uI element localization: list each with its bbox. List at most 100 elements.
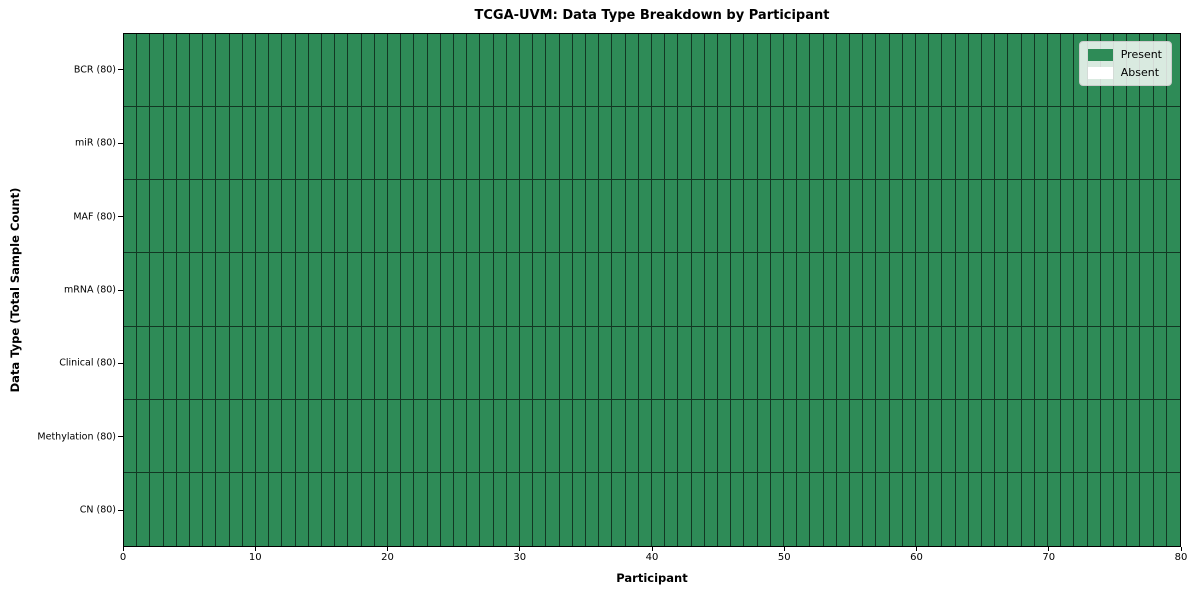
heatmap-cell — [1021, 34, 1035, 108]
heatmap-cell — [770, 399, 784, 473]
heatmap-cell — [229, 107, 243, 181]
heatmap-cell — [308, 253, 322, 327]
heatmap-cell — [717, 326, 732, 400]
heatmap-cell — [546, 107, 560, 181]
heatmap-cell — [387, 180, 402, 254]
heatmap-cell — [189, 180, 204, 254]
heatmap-cell — [137, 34, 151, 108]
heatmap-cell — [863, 253, 877, 327]
heatmap-cell — [731, 253, 745, 327]
heatmap-cell — [665, 326, 679, 400]
heatmap-cell — [1087, 472, 1101, 546]
heatmap-cell — [427, 326, 441, 400]
heatmap-cell — [810, 399, 824, 473]
heatmap-cell — [150, 472, 164, 546]
heatmap-cell — [704, 253, 718, 327]
heatmap-cell — [176, 472, 190, 546]
heatmap-cell — [876, 472, 890, 546]
heatmap-cell — [849, 253, 864, 327]
heatmap-cell — [176, 326, 190, 400]
heatmap-cell — [1021, 180, 1035, 254]
heatmap-cell — [942, 326, 956, 400]
heatmap-cell — [282, 253, 296, 327]
heatmap-cell — [295, 253, 309, 327]
heatmap-cell — [546, 253, 560, 327]
heatmap-cell — [269, 34, 283, 108]
heatmap-cell — [915, 399, 930, 473]
heatmap-cell — [717, 107, 732, 181]
heatmap-cell — [955, 180, 969, 254]
heatmap-cell — [506, 180, 520, 254]
heatmap-cell — [770, 107, 784, 181]
heatmap-cell — [1140, 107, 1154, 181]
heatmap-cell — [797, 399, 811, 473]
heatmap-cell — [137, 253, 151, 327]
heatmap-cell — [295, 399, 309, 473]
heatmap-cell — [783, 326, 798, 400]
heatmap-cell — [361, 472, 375, 546]
heatmap-cell — [823, 253, 837, 327]
heatmap-cell — [849, 399, 864, 473]
heatmap-cell — [255, 326, 270, 400]
heatmap-cell — [1074, 399, 1088, 473]
heatmap-cell — [823, 180, 837, 254]
heatmap-cell — [942, 399, 956, 473]
heatmap-cell — [981, 34, 996, 108]
heatmap-cell — [559, 326, 573, 400]
heatmap-cell — [1140, 399, 1154, 473]
heatmap-cell — [401, 472, 415, 546]
heatmap-cell — [585, 472, 600, 546]
heatmap-cell — [612, 326, 626, 400]
heatmap-cell — [731, 399, 745, 473]
x-tick-label: 80 — [1174, 552, 1188, 563]
heatmap-cell — [401, 399, 415, 473]
heatmap-cell — [1127, 399, 1141, 473]
heatmap-cell — [163, 253, 177, 327]
heatmap-cell — [335, 180, 349, 254]
heatmap-cell — [150, 253, 164, 327]
heatmap-cell — [255, 107, 270, 181]
heatmap-cell — [638, 180, 652, 254]
heatmap-cell — [414, 253, 428, 327]
heatmap-cell — [995, 180, 1009, 254]
heatmap-cell — [1074, 472, 1088, 546]
heatmap-cell — [1113, 326, 1128, 400]
heatmap-cell — [599, 180, 613, 254]
heatmap-cell — [348, 472, 362, 546]
heatmap-cell — [242, 107, 256, 181]
heatmap-cell — [137, 107, 151, 181]
y-tick-label: Methylation (80) — [37, 431, 116, 443]
heatmap-cell — [163, 399, 177, 473]
heatmap-cell — [717, 253, 732, 327]
heatmap-cell — [1166, 253, 1180, 327]
heatmap-cell — [440, 34, 454, 108]
heatmap-cell — [255, 180, 270, 254]
heatmap-cell — [836, 472, 850, 546]
heatmap-cell — [995, 472, 1009, 546]
heatmap-cell — [717, 399, 732, 473]
heatmap-cell — [189, 34, 204, 108]
heatmap-cell — [638, 34, 652, 108]
heatmap-cell — [612, 34, 626, 108]
heatmap-cell — [889, 399, 903, 473]
heatmap-cell — [651, 34, 666, 108]
heatmap-cell — [1166, 107, 1180, 181]
heatmap-cell — [1034, 253, 1048, 327]
heatmap-cell — [1021, 399, 1035, 473]
heatmap-cell — [678, 180, 692, 254]
heatmap-cell — [1100, 326, 1114, 400]
heatmap-cell — [1061, 326, 1075, 400]
heatmap-cell — [189, 107, 204, 181]
heatmap-cell — [1047, 34, 1062, 108]
heatmap-cell — [1166, 399, 1180, 473]
heatmap-cell — [361, 253, 375, 327]
heatmap-cell — [744, 180, 758, 254]
heatmap-cell — [467, 180, 481, 254]
heatmap-cell — [572, 399, 586, 473]
heatmap-cell — [995, 253, 1009, 327]
heatmap-cell — [585, 326, 600, 400]
x-tick-label: 30 — [513, 552, 527, 563]
heatmap-cell — [968, 107, 982, 181]
heatmap-cell — [269, 107, 283, 181]
x-tick-mark — [254, 547, 256, 551]
